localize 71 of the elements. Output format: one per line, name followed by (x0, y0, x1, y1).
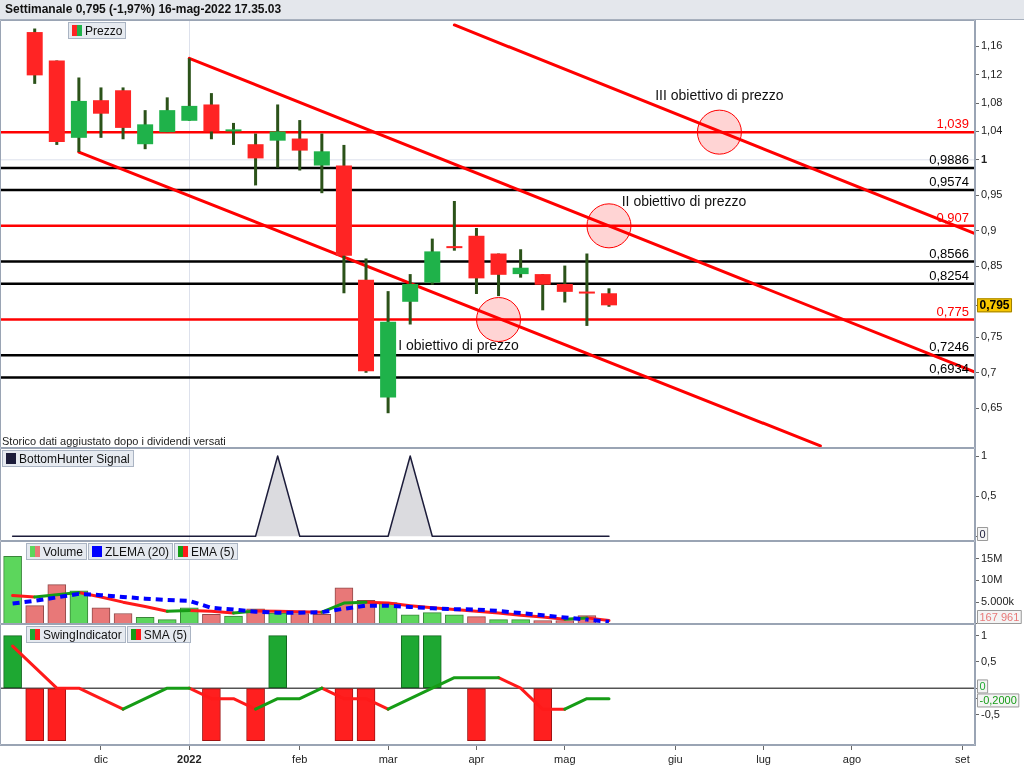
ref-line-label: 0,9574 (929, 174, 969, 190)
x-tick-label: lug (756, 752, 771, 765)
x-tick-label: dic (93, 752, 109, 765)
ref-line-label: 0,7246 (929, 339, 969, 355)
y-tick-label: -0,2000 (979, 693, 1017, 706)
legend-label: EMA (5) (191, 544, 235, 559)
candlestick (600, 288, 617, 307)
legend-label: BottomHunter Signal (19, 451, 130, 466)
y-tick-label: 10M (981, 573, 1003, 586)
y-tick-label: 0 (979, 679, 986, 692)
candlestick (490, 253, 507, 298)
y-tick-label: 15M (981, 551, 1003, 564)
x-tick-label: 2022 (177, 752, 202, 765)
legend-label: Volume (43, 544, 84, 559)
y-tick-label: 0 (979, 527, 986, 540)
x-tick-label: giu (667, 752, 683, 765)
y-tick-label: 1 (981, 152, 988, 165)
candlestick (269, 104, 286, 168)
annotation: III obiettivo di prezzo (655, 87, 784, 104)
x-tick-label: apr (468, 752, 485, 765)
y-tick-label: 1,12 (981, 67, 1003, 80)
legend-label: Prezzo (85, 23, 123, 38)
candlestick (578, 253, 595, 326)
annotation: I obiettivo di prezzo (398, 337, 520, 354)
x-tick-label: mag (554, 752, 576, 765)
y-tick-label: 0,5 (981, 654, 997, 667)
candlestick (181, 58, 198, 121)
candlestick (92, 87, 109, 138)
y-tick-label: 0,5 (981, 489, 997, 502)
ref-line-label: 0,9886 (929, 151, 969, 167)
annotation: II obiettivo di prezzo (621, 192, 747, 209)
candlestick (137, 110, 154, 151)
y-tick-label: 0,95 (981, 188, 1003, 201)
chart-title: Settimanale 0,795 (-1,97%) 16-mag-2022 17.35.03 (0, 0, 1024, 20)
y-tick-label: 1,04 (981, 124, 1003, 137)
candlestick (225, 121, 242, 145)
ref-line-label: 0,775 (936, 303, 969, 319)
legend-label: SMA (5) (143, 627, 188, 642)
ref-line-label: 1,039 (936, 116, 969, 132)
x-tick-label: set (955, 752, 970, 765)
y-tick-label: 0,795 (979, 298, 1010, 313)
y-tick-label: 1,16 (981, 39, 1003, 52)
legend-label: ZLEMA (20) (105, 544, 170, 559)
y-tick-label: 1,08 (981, 96, 1003, 109)
candlestick (534, 274, 551, 311)
y-tick-label: 1 (981, 628, 988, 641)
ref-line-label: 0,6934 (929, 361, 969, 377)
y-tick-label: -0,5 (981, 707, 1000, 720)
candlestick (512, 249, 529, 278)
y-tick-label: 0,7 (981, 365, 997, 378)
annotation: Storico dati aggiustato dopo i dividendi versati (2, 435, 226, 447)
ref-line-label: 0,8254 (929, 267, 969, 283)
y-tick-label: 0,85 (981, 259, 1003, 272)
y-tick-label: 1 (981, 449, 988, 462)
y-tick-label: 167 961 (979, 610, 1020, 623)
legend-label: SwingIndicator (43, 627, 122, 642)
x-tick-label: ago (842, 752, 862, 765)
candlestick (313, 133, 330, 195)
candlestick (247, 133, 264, 186)
candlestick (402, 274, 419, 325)
y-tick-label: 0,75 (981, 330, 1003, 343)
candlestick (159, 97, 176, 134)
y-tick-label: 0,9 (981, 223, 997, 236)
x-tick-label: mar (378, 752, 398, 765)
y-tick-label: 5.000k (981, 595, 1015, 608)
ref-line-label: 0,8566 (929, 245, 969, 261)
candlestick (291, 120, 308, 171)
candlestick (556, 265, 573, 303)
candlestick (446, 201, 463, 251)
x-tick-label: feb (292, 752, 308, 765)
y-tick-label: 0,65 (981, 401, 1003, 414)
